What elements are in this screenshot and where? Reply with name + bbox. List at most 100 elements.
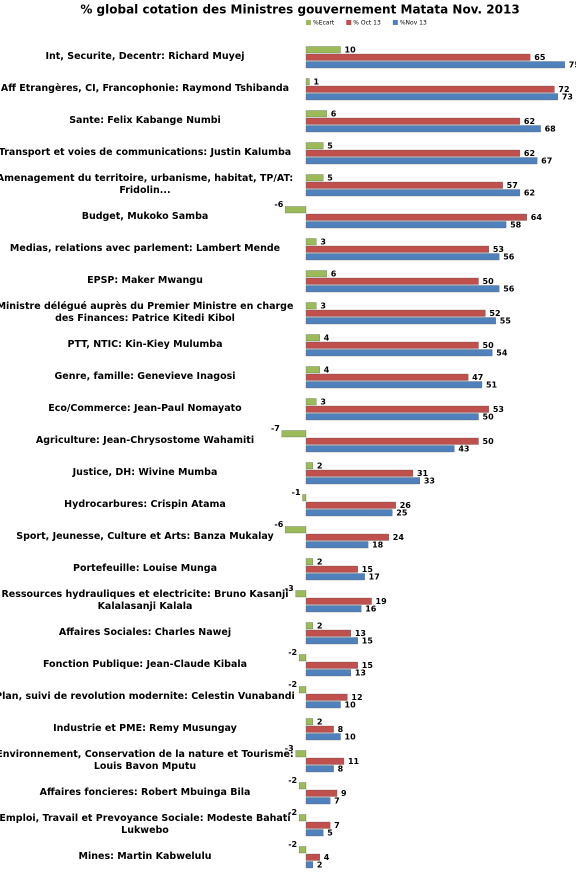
bar: [302, 494, 307, 502]
value-label: 10: [345, 45, 357, 54]
bar: [305, 125, 541, 133]
value-label: -2: [288, 680, 297, 689]
bar: [305, 558, 314, 566]
value-label: 67: [541, 156, 552, 165]
value-label: -6: [274, 200, 283, 209]
value-label: 4: [324, 853, 330, 862]
value-label: 53: [493, 405, 504, 414]
bar: [305, 317, 496, 325]
bar: [305, 373, 469, 381]
bar: [305, 245, 490, 253]
value-label: 13: [355, 629, 366, 638]
category-label: Affaires Sociales: Charles Nawej: [58, 627, 232, 638]
bar: [295, 750, 307, 758]
category-label: Portefeuille: Louise Munga: [72, 563, 217, 574]
bar: [305, 142, 324, 150]
bar: [305, 853, 320, 861]
bar: [305, 789, 338, 797]
category-label: Hydrocarbures: Crispin Atama: [64, 499, 226, 510]
category-label: Environnement, Conservation de la nature…: [0, 749, 294, 772]
bar: [298, 686, 307, 694]
category-label: Aff Etrangères, CI, Francophonie: Raymon…: [0, 83, 290, 94]
bar: [298, 782, 307, 790]
category-label: Ministre délégué auprès du Premier Minis…: [0, 301, 294, 324]
value-label: 50: [483, 341, 495, 350]
value-label: -2: [288, 808, 297, 817]
value-label: 15: [362, 565, 374, 574]
value-label: 75: [569, 60, 576, 69]
value-label: 54: [496, 348, 508, 357]
value-label: 13: [355, 668, 366, 677]
bar: [305, 445, 455, 453]
bar: [305, 61, 565, 69]
bar: [305, 253, 500, 261]
legend-swatch: [346, 20, 352, 25]
value-label: -3: [285, 584, 294, 593]
bar: [305, 533, 389, 541]
value-label: 50: [483, 412, 495, 421]
bar: [305, 725, 334, 733]
bar: [305, 541, 369, 549]
value-label: 2: [317, 621, 323, 630]
bar: [305, 277, 479, 285]
value-label: 9: [341, 789, 347, 798]
bar: [305, 174, 324, 182]
bar: [305, 157, 538, 165]
value-label: 1: [313, 77, 319, 86]
value-label: 68: [545, 124, 557, 133]
bar: [305, 93, 559, 101]
bar: [281, 430, 307, 438]
bar: [298, 814, 307, 822]
value-label: 73: [562, 92, 573, 101]
value-label: 6: [331, 109, 337, 118]
value-label: 6: [331, 269, 337, 278]
bar: [305, 381, 483, 389]
bar: [305, 78, 310, 86]
category-label: Medias, relations avec parlement: Lamber…: [9, 243, 281, 254]
category-label: Affaires foncieres: Robert Mbuinga Bila: [39, 787, 251, 798]
category-label: Budget, Mukoko Samba: [81, 211, 209, 222]
bar: [305, 181, 503, 189]
value-label: 3: [320, 397, 326, 406]
bar: [305, 797, 331, 805]
category-label: Ressources hydrauliques et electricite: …: [1, 589, 289, 612]
bar: [305, 509, 393, 517]
value-label: 16: [365, 604, 377, 613]
bar: [305, 405, 490, 413]
value-label: 15: [362, 636, 374, 645]
category-label: Fonction Publique: Jean-Claude Kibala: [42, 659, 248, 670]
bar: [305, 693, 348, 701]
value-label: 17: [369, 572, 380, 581]
bar: [305, 110, 327, 118]
value-label: 11: [348, 757, 360, 766]
value-label: 18: [372, 540, 384, 549]
category-label: Emploi, Travail et Prevoyance Sociale: M…: [0, 813, 291, 836]
bar: [305, 718, 314, 726]
value-label: 3: [320, 237, 326, 246]
value-label: 47: [472, 373, 483, 382]
value-label: 12: [351, 693, 362, 702]
value-label: 4: [324, 333, 330, 342]
category-label: Industrie et PME: Remy Musungay: [53, 723, 237, 734]
bar: [305, 349, 493, 357]
value-label: 62: [524, 149, 535, 158]
value-label: 2: [317, 557, 323, 566]
value-label: -1: [292, 488, 301, 497]
value-label: 4: [324, 365, 330, 374]
value-label: 26: [400, 501, 412, 510]
value-label: 25: [396, 508, 408, 517]
value-label: 5: [327, 141, 333, 150]
category-label: Justice, DH: Wivine Mumba: [72, 467, 218, 478]
value-label: 2: [317, 461, 323, 470]
bar: [305, 149, 521, 157]
legend-label: %Nov 13: [400, 20, 427, 27]
bar: [305, 189, 521, 197]
bar: [305, 334, 320, 342]
bar: [305, 53, 531, 61]
value-label: 2: [317, 860, 323, 869]
value-label: 52: [489, 309, 500, 318]
bar: [305, 85, 555, 93]
value-label: 51: [486, 380, 498, 389]
